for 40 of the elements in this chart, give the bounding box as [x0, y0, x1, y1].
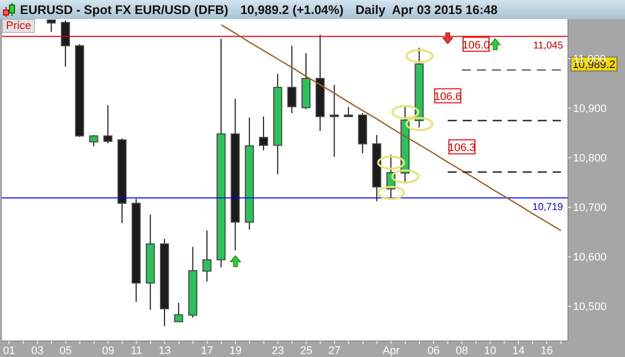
line-series [220, 24, 562, 232]
x-tick-label: 09 [102, 344, 114, 357]
x-tick-label: 25 [300, 344, 312, 357]
text: Daily Apr 03 2015 16:48 [356, 2, 498, 16]
candlestick [344, 106, 353, 118]
candlestick [103, 104, 112, 144]
candlestick [60, 20, 70, 68]
x-tick-label: 11 [130, 344, 142, 357]
y-tick-label: 10,500 [573, 301, 607, 314]
x-tick-label: 03 [31, 344, 44, 357]
candlestick [174, 302, 184, 322]
annotation: 106.6 [434, 90, 462, 103]
chart-title: EURUSD - Spot FX EUR/USD (DFB) [20, 2, 228, 16]
x-tick-label: 08 [456, 344, 468, 357]
candlestick [46, 19, 56, 32]
candlestick [287, 45, 296, 114]
candlestick [330, 84, 339, 158]
x-tick-label: 13 [158, 344, 171, 357]
annotation: Price [2, 19, 36, 33]
y-tick-label: 10,600 [573, 252, 607, 264]
x-tick-label: 10 [484, 344, 496, 357]
x-tick-label: 27 [328, 344, 341, 357]
ref-line-label: 11,045 [533, 40, 564, 52]
y-tick-label: 10,800 [573, 152, 607, 165]
x-tick-label: 23 [272, 344, 284, 357]
y-tick-label: 10,900 [573, 103, 607, 116]
x-tick-label: Apr [382, 344, 400, 357]
y-tick-label: 10,700 [573, 202, 607, 214]
x-tick-label: 01 [2, 344, 16, 357]
x-tick-label: 05 [60, 344, 72, 357]
candlestick [89, 134, 98, 147]
candlestick [259, 116, 268, 151]
chart-subtitle: 10,989.2 (+1.04%) [240, 2, 344, 16]
x-tick-label: 14 [512, 344, 525, 357]
ref-line-label: 10,719 [532, 202, 564, 213]
x-tick-label: 16 [540, 344, 553, 357]
candlestick [202, 230, 212, 282]
x-tick-label: 17 [201, 344, 214, 357]
x-tick-label: 19 [229, 344, 242, 357]
x-tick-label: 06 [427, 344, 440, 357]
